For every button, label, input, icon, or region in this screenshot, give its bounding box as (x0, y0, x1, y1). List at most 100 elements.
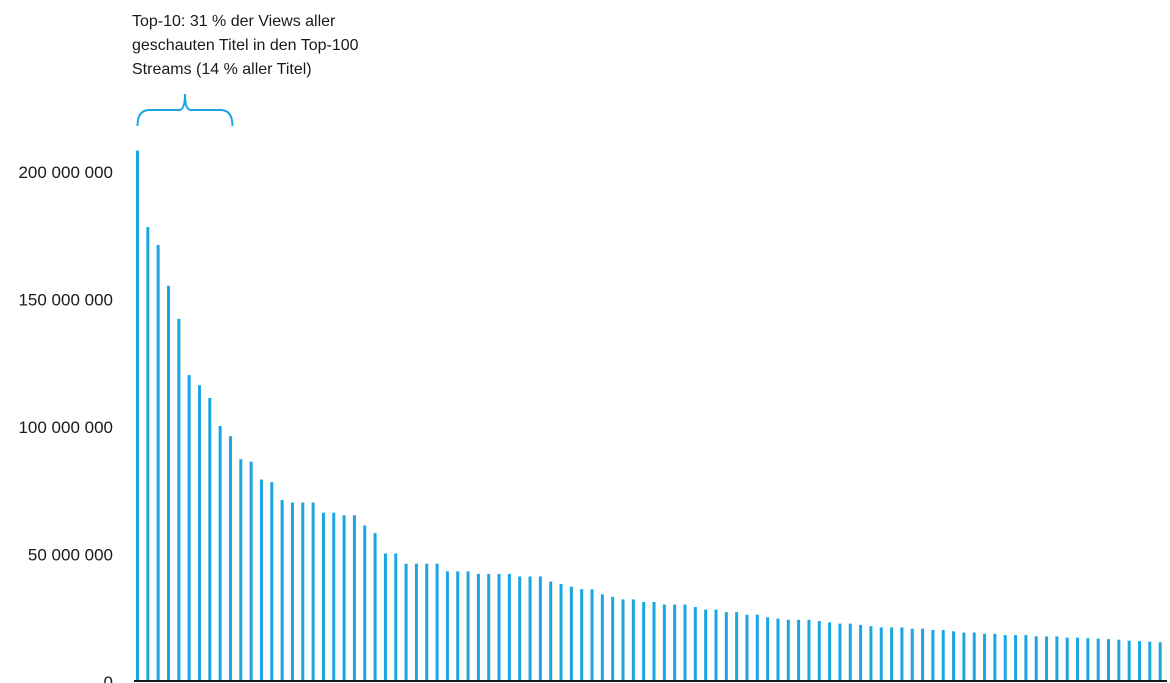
bar (156, 244, 160, 681)
bar (332, 512, 336, 681)
bar (1065, 637, 1069, 681)
bar (549, 581, 553, 681)
top-10-annotation: Top-10: 31 % der Views aller geschauten T… (132, 13, 359, 78)
bar (600, 594, 604, 681)
bar (662, 604, 666, 681)
y-tick-label: 50 000 000 (28, 546, 113, 565)
annotation-line: Streams (14 % aller Titel) (132, 61, 312, 78)
bar (724, 612, 728, 681)
bar (879, 627, 883, 681)
bar (910, 628, 914, 681)
bar (239, 459, 243, 681)
y-tick-label: 0 (104, 673, 113, 683)
bar (817, 621, 821, 681)
bar (197, 385, 201, 681)
bar (363, 525, 367, 681)
bar (1107, 639, 1111, 681)
bar (404, 563, 408, 681)
bar (735, 612, 739, 681)
bar (683, 604, 687, 681)
bar (342, 515, 346, 681)
bar (425, 563, 429, 681)
bar (900, 627, 904, 681)
bar (972, 632, 976, 681)
bar (456, 571, 460, 681)
bar (983, 633, 987, 681)
bar (786, 619, 790, 681)
bar (394, 553, 398, 681)
bar (838, 623, 842, 682)
annotation-line: geschauten Titel in den Top-100 (132, 37, 359, 54)
bar (559, 584, 563, 681)
bar (1076, 637, 1080, 681)
bar (993, 633, 997, 681)
bar (776, 618, 780, 681)
bar (714, 609, 718, 681)
bar (445, 571, 449, 681)
bar (962, 632, 966, 681)
bar (476, 573, 480, 681)
bar (1055, 636, 1059, 682)
bar (166, 285, 170, 681)
bar (487, 573, 491, 681)
bar (1158, 642, 1162, 681)
bar (952, 631, 956, 681)
bar (518, 576, 522, 681)
bar (642, 601, 646, 681)
bar (1138, 641, 1142, 681)
bar (538, 576, 542, 681)
bar (1045, 636, 1049, 682)
bar (528, 576, 532, 681)
bar (704, 609, 708, 681)
bar (146, 227, 150, 681)
bar (1117, 639, 1121, 681)
bar (177, 318, 181, 681)
bar (766, 617, 770, 681)
bar (859, 624, 863, 681)
bar (136, 150, 139, 682)
bar (1127, 640, 1131, 681)
bar (941, 630, 945, 681)
bar (869, 626, 873, 681)
bar (228, 436, 232, 681)
bar (187, 375, 191, 681)
top-10-bracket (136, 93, 234, 127)
bar (652, 601, 656, 681)
bar (208, 397, 212, 681)
y-tick-label: 200 000 000 (18, 163, 113, 182)
bar (466, 571, 470, 681)
bar (435, 563, 439, 681)
bar (1148, 641, 1152, 681)
bar (828, 622, 832, 681)
y-axis-tick-labels: 0 50 000 000 100 000 000 150 000 000 200 000… (18, 163, 113, 683)
bar (931, 630, 935, 681)
bar (321, 512, 325, 681)
bar (290, 502, 294, 681)
bar (590, 589, 594, 681)
bar (1034, 636, 1038, 682)
bar (797, 619, 801, 681)
bar (693, 607, 697, 681)
bar (383, 553, 387, 681)
bar (890, 627, 894, 681)
bar (580, 589, 584, 681)
bar (745, 614, 749, 681)
bar (621, 599, 625, 681)
bar (1096, 638, 1100, 681)
bar (848, 623, 852, 682)
bar (507, 573, 511, 681)
bar (1003, 635, 1007, 681)
bar (1086, 638, 1090, 681)
annotation-line: Top-10: 31 % der Views aller (132, 13, 336, 30)
bar (373, 533, 377, 681)
bar (414, 563, 418, 681)
bar (569, 586, 573, 681)
bar (611, 596, 615, 681)
bar (280, 499, 284, 681)
bar (270, 482, 274, 681)
bar (631, 599, 635, 681)
bar (673, 604, 677, 681)
bar (755, 614, 759, 681)
y-tick-label: 100 000 000 (18, 418, 113, 437)
